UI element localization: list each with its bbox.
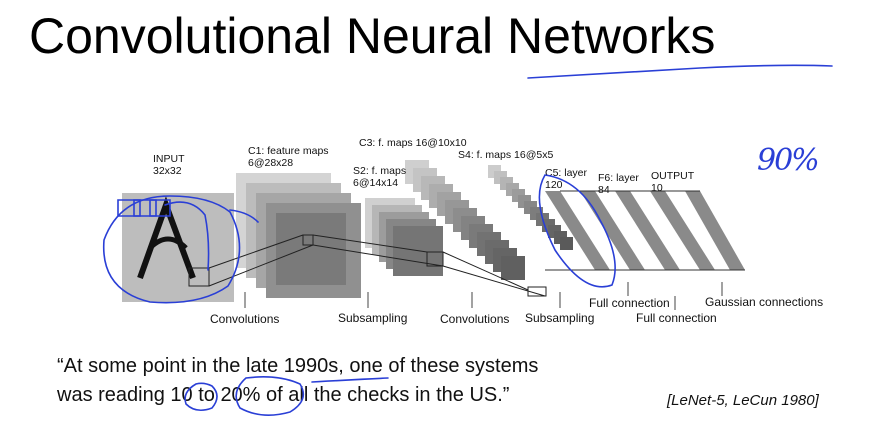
ink-note-90-percent: 90% — [757, 143, 820, 178]
input-image — [122, 193, 234, 302]
operation-ticks — [244, 282, 723, 310]
stage-label-input: INPUT 32x32 — [153, 153, 185, 177]
op-label-subsampling-1: Subsampling — [338, 311, 408, 325]
fully-connected-layers — [545, 190, 745, 271]
quote-line-1: “At some point in the late 1990s, one of… — [57, 355, 539, 377]
stage-label-output: OUTPUT 10 — [651, 170, 695, 194]
op-label-convolutions-1: Convolutions — [210, 312, 280, 326]
op-label-gaussian-connections: Gaussian connections — [705, 295, 824, 309]
op-label-full-connection-1: Full connection — [589, 296, 670, 310]
stage-label-c1: C1: feature maps 6@28x28 — [248, 145, 329, 169]
op-label-convolutions-2: Convolutions — [440, 312, 510, 326]
stage-label-c3: C3: f. maps 16@10x10 — [359, 137, 467, 149]
stage-label-s2: S2: f. maps 6@14x14 — [353, 165, 407, 189]
stage-label-c5: C5: layer 120 — [545, 167, 588, 191]
stage-label-f6: F6: layer 84 — [598, 172, 639, 196]
op-label-full-connection-2: Full connection — [636, 311, 717, 325]
stage-label-s4: S4: f. maps 16@5x5 — [458, 149, 554, 161]
c1-feature-maps — [236, 173, 361, 298]
quote-text: “At some point in the late 1990s, one of… — [57, 352, 538, 410]
c3-feature-maps — [405, 160, 525, 280]
op-label-subsampling-2: Subsampling — [525, 311, 595, 325]
citation: [LeNet-5, LeCun 1980] — [667, 392, 819, 409]
quote-line-2: was reading 10 to 20% of all the checks … — [57, 384, 510, 406]
slide-title: Convolutional Neural Networks — [29, 8, 716, 64]
